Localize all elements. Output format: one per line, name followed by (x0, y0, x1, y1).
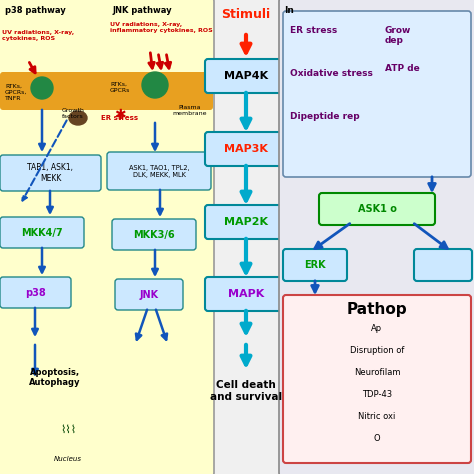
Text: ER stress: ER stress (101, 115, 138, 121)
Ellipse shape (69, 111, 87, 125)
FancyBboxPatch shape (414, 249, 472, 281)
Text: Dipeptide rep: Dipeptide rep (290, 112, 360, 121)
FancyBboxPatch shape (283, 249, 347, 281)
Text: In: In (284, 6, 294, 15)
Text: p38 pathway: p38 pathway (5, 6, 66, 15)
Text: MAP2K: MAP2K (224, 217, 268, 227)
Text: MAP3K: MAP3K (224, 144, 268, 154)
Text: Nitric oxi: Nitric oxi (358, 412, 396, 421)
Text: Growth
factors: Growth factors (62, 108, 85, 119)
Text: TDP-43: TDP-43 (362, 390, 392, 399)
FancyBboxPatch shape (0, 72, 213, 110)
Text: JNK pathway: JNK pathway (112, 6, 172, 15)
FancyBboxPatch shape (283, 11, 471, 177)
Text: UV radiations, X-ray,
inflammatory cytokines, ROS: UV radiations, X-ray, inflammatory cytok… (110, 22, 213, 33)
Text: Neurofilam: Neurofilam (354, 368, 400, 377)
Ellipse shape (9, 409, 127, 471)
Text: ATP de: ATP de (385, 64, 420, 73)
FancyBboxPatch shape (279, 0, 474, 474)
Text: MAP4K: MAP4K (224, 71, 268, 81)
Text: UV radiations, X-ray,
cytokines, ROS: UV radiations, X-ray, cytokines, ROS (2, 30, 74, 41)
Text: Cell death
and survival: Cell death and survival (210, 380, 282, 401)
FancyBboxPatch shape (205, 277, 287, 311)
Text: JNK: JNK (139, 290, 159, 300)
Text: RTKs,
GPCRs: RTKs, GPCRs (110, 82, 130, 93)
FancyBboxPatch shape (0, 217, 84, 248)
Text: Grow
dep: Grow dep (385, 26, 411, 46)
FancyBboxPatch shape (0, 277, 71, 308)
FancyBboxPatch shape (283, 295, 471, 463)
FancyBboxPatch shape (205, 59, 287, 93)
FancyBboxPatch shape (205, 205, 287, 239)
FancyBboxPatch shape (0, 155, 101, 191)
Text: MKK4/7: MKK4/7 (21, 228, 63, 237)
Text: ER stress: ER stress (290, 26, 337, 35)
FancyBboxPatch shape (107, 152, 211, 190)
Text: Apoptosis,
Autophagy: Apoptosis, Autophagy (29, 368, 81, 387)
Text: Stimuli: Stimuli (221, 8, 271, 21)
Circle shape (142, 72, 168, 98)
Text: Nucleus: Nucleus (54, 456, 82, 462)
FancyBboxPatch shape (319, 193, 435, 225)
Text: RTKs,
GPCRs,
TNFR: RTKs, GPCRs, TNFR (5, 84, 27, 100)
Text: ✱: ✱ (114, 108, 126, 122)
FancyBboxPatch shape (112, 219, 196, 250)
Text: p38: p38 (25, 288, 46, 298)
Text: MKK3/6: MKK3/6 (133, 229, 175, 239)
Text: Ap: Ap (372, 324, 383, 333)
Text: ASK1 o: ASK1 o (357, 204, 396, 214)
FancyBboxPatch shape (0, 0, 214, 474)
Text: Disruption of: Disruption of (350, 346, 404, 355)
FancyBboxPatch shape (115, 279, 183, 310)
FancyBboxPatch shape (205, 132, 287, 166)
Text: ⌇⌇⌇: ⌇⌇⌇ (60, 425, 76, 435)
Text: Oxidative stress: Oxidative stress (290, 69, 373, 78)
Text: Pathop: Pathop (346, 302, 407, 317)
Text: ERK: ERK (304, 260, 326, 270)
Text: MAPK: MAPK (228, 289, 264, 299)
Text: ASK1, TAO1, TPL2,
DLK, MEKK, MLK: ASK1, TAO1, TPL2, DLK, MEKK, MLK (128, 164, 189, 177)
Text: TAB1, ASK1,
MEKK: TAB1, ASK1, MEKK (27, 164, 73, 182)
Circle shape (31, 77, 53, 99)
Text: O: O (374, 434, 380, 443)
Text: Plasma
membrane: Plasma membrane (173, 105, 207, 116)
